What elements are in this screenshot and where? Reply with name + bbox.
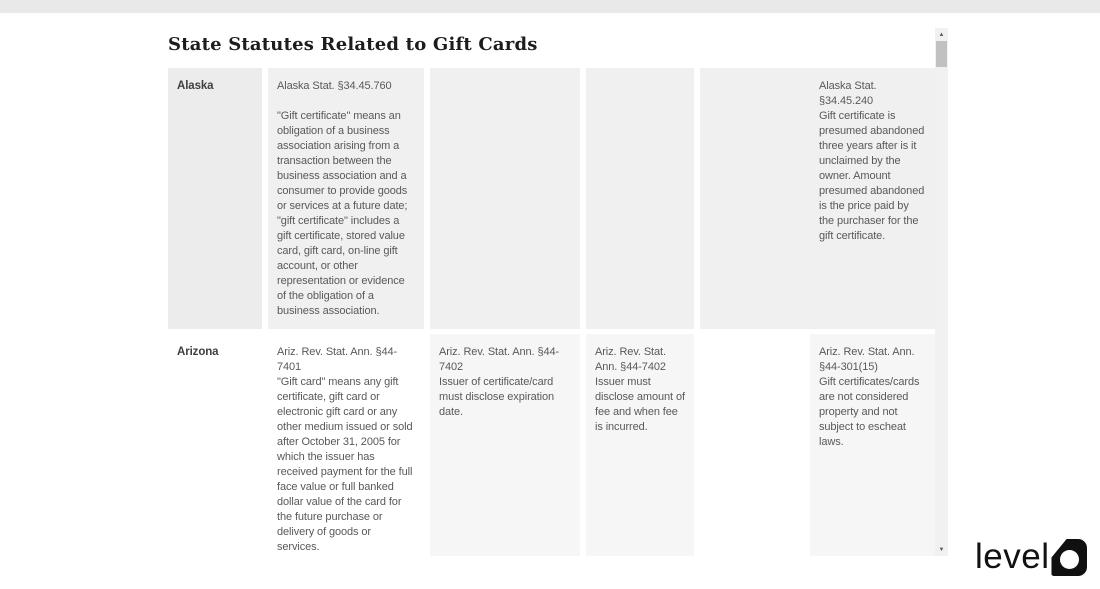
level6-logo: level xyxy=(975,536,1088,576)
scroll-up-icon: ▲ xyxy=(938,31,945,38)
table-row-alaska: Alaska Alaska Stat. §34.45.760 "Gift cer… xyxy=(168,68,935,329)
escheat-cell: Alaska Stat. §34.45.240 Gift certificate… xyxy=(810,68,935,329)
statutes-table: Alaska Alaska Stat. §34.45.760 "Gift cer… xyxy=(168,68,935,556)
table-row-arizona: Arizona Ariz. Rev. Stat. Ann. §44-7401 "… xyxy=(168,334,935,556)
vertical-scrollbar[interactable]: ▲ ▼ xyxy=(935,28,948,556)
scroll-down-button[interactable]: ▼ xyxy=(935,543,948,556)
state-name-cell: Alaska xyxy=(168,68,262,329)
statute-definition-cell: Ariz. Rev. Stat. Ann. §44-7401 "Gift car… xyxy=(268,334,424,556)
scrollbar-thumb[interactable] xyxy=(936,41,947,67)
page-title: State Statutes Related to Gift Cards xyxy=(168,34,538,55)
statute-definition-cell: Alaska Stat. §34.45.760 "Gift certificat… xyxy=(268,68,424,329)
escheat-cell: Ariz. Rev. Stat. Ann. §44-301(15) Gift c… xyxy=(810,334,935,556)
fees-cell: Ariz. Rev. Stat. Ann. §44-7402 Issuer mu… xyxy=(586,334,694,556)
logo-wordmark: level xyxy=(975,537,1050,576)
expiration-cell: Ariz. Rev. Stat. Ann. §44-7402 Issuer of… xyxy=(430,334,580,556)
empty-cell xyxy=(700,334,810,556)
logo-six-badge-icon xyxy=(1051,539,1088,576)
content-viewport: State Statutes Related to Gift Cards Ala… xyxy=(155,13,948,556)
top-bar xyxy=(0,0,1100,13)
scroll-up-button[interactable]: ▲ xyxy=(935,28,948,41)
fees-cell xyxy=(586,68,694,329)
scrollbar-track[interactable] xyxy=(935,41,948,543)
scroll-down-icon: ▼ xyxy=(938,546,945,553)
state-name-cell: Arizona xyxy=(168,334,262,556)
empty-cell xyxy=(700,68,810,329)
expiration-cell xyxy=(430,68,580,329)
